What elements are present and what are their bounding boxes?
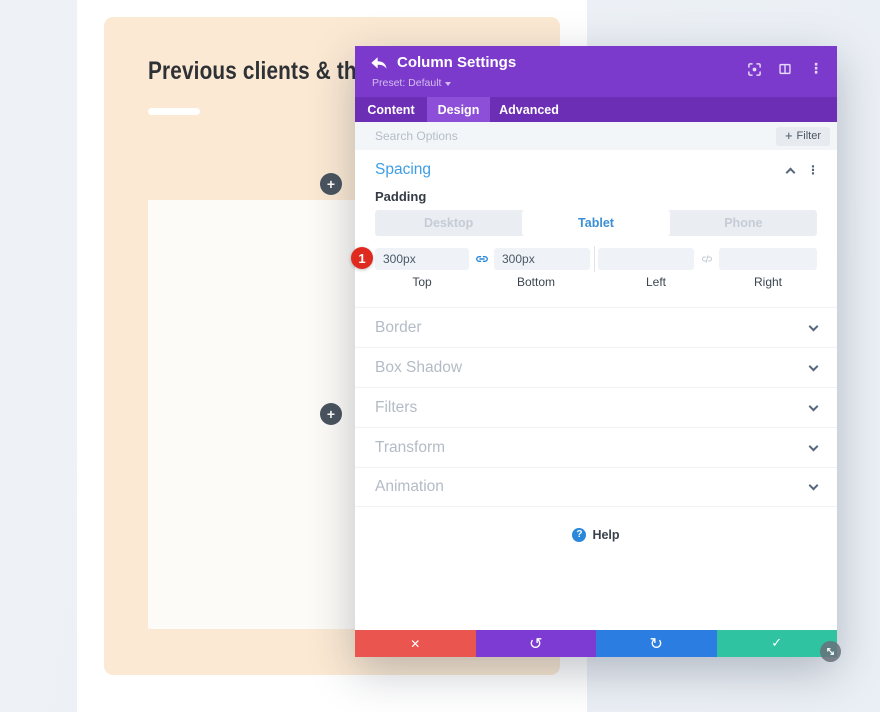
back-button[interactable]	[370, 55, 388, 71]
padding-label: Padding	[375, 189, 427, 204]
insert-module-button-top[interactable]: +	[320, 173, 342, 195]
redo-button[interactable]: ↻	[596, 630, 717, 657]
search-input[interactable]	[375, 129, 776, 143]
inputs-divider	[593, 246, 595, 272]
label-bottom: Bottom	[516, 275, 555, 289]
insert-module-button-bottom[interactable]: +	[320, 403, 342, 425]
check-icon: ✓	[771, 636, 783, 651]
step-badge-number: 1	[358, 250, 366, 266]
link-values-toggle-left-right[interactable]	[698, 253, 716, 265]
chevron-down-icon	[808, 401, 819, 411]
collapsed-sections: Border Box Shadow Filters Transform Anim…	[355, 307, 837, 507]
tab-content[interactable]: Content	[367, 102, 415, 117]
padding-left-input[interactable]	[598, 248, 694, 270]
plus-icon: +	[326, 406, 336, 422]
section-transform[interactable]: Transform	[355, 427, 837, 467]
split-view-button[interactable]	[777, 61, 793, 77]
plus-icon: +	[326, 176, 336, 192]
chevron-down-icon	[808, 480, 819, 491]
label-left: Left	[645, 275, 666, 289]
chevron-down-icon	[808, 441, 819, 451]
column-settings-modal: Column Settings Preset: Default ⋮	[355, 46, 837, 657]
modal-action-bar: ✕ ↺ ↻ ✓	[355, 630, 837, 657]
plus-icon: +	[784, 128, 793, 143]
padding-inputs-row	[355, 246, 837, 272]
preset-label: Preset: Default	[372, 77, 442, 89]
step-badge: 1	[351, 247, 373, 269]
focus-frame-icon	[747, 62, 761, 76]
chevron-up-icon[interactable]	[785, 167, 796, 177]
padding-top-input[interactable]	[375, 248, 469, 270]
link-values-toggle-top-bottom[interactable]	[473, 252, 491, 266]
section-title: Filters	[375, 398, 418, 416]
section-title: Animation	[375, 478, 444, 495]
padding-right-input[interactable]	[719, 248, 817, 270]
page-title: Previous clients & the	[148, 57, 369, 85]
resize-diagonal-icon	[827, 648, 834, 655]
search-options-row: + Filter	[355, 122, 837, 150]
section-filters[interactable]: Filters	[355, 387, 837, 427]
label-top: Top	[412, 275, 432, 289]
tab-design[interactable]: Design	[427, 97, 490, 122]
linked-chain-icon	[475, 255, 488, 263]
padding-field-labels: Top Bottom Left Right	[355, 275, 837, 289]
filter-label: Filter	[796, 130, 821, 142]
title-underline	[148, 108, 200, 115]
help-icon: ?	[572, 528, 587, 542]
chevron-down-icon	[808, 361, 819, 371]
redo-icon: ↻	[649, 633, 663, 653]
tab-advanced[interactable]: Advanced	[499, 102, 559, 117]
back-arrow-icon	[371, 57, 387, 69]
settings-tab-bar: Content Design Advanced	[355, 97, 837, 122]
device-tab-desktop[interactable]: Desktop	[424, 216, 474, 230]
section-animation[interactable]: Animation	[355, 467, 837, 507]
discard-button[interactable]: ✕	[355, 630, 476, 657]
section-title: Transform	[375, 438, 446, 456]
preset-selector[interactable]: Preset: Default	[372, 77, 452, 89]
split-columns-icon	[779, 63, 791, 75]
unlinked-chain-icon	[701, 255, 712, 263]
modal-header: Column Settings Preset: Default ⋮	[355, 46, 837, 97]
device-tab-bar: Desktop Tablet Phone	[375, 210, 817, 236]
spacing-header-controls: ⋮	[785, 163, 819, 177]
kebab-menu-icon: ⋮	[809, 61, 823, 77]
device-tab-phone[interactable]: Phone	[724, 216, 763, 230]
chevron-down-icon	[808, 321, 819, 331]
focus-mode-button[interactable]	[746, 61, 762, 77]
undo-button[interactable]: ↺	[475, 630, 596, 657]
undo-icon: ↺	[529, 633, 543, 653]
help-button[interactable]: ? Help	[355, 507, 837, 563]
save-button[interactable]: ✓	[716, 630, 837, 657]
device-tab-tablet[interactable]: Tablet	[522, 210, 670, 236]
settings-panel: Spacing ⋮ Padding Desktop Tablet Phone	[355, 150, 837, 630]
section-title: Box Shadow	[375, 358, 463, 376]
modal-menu-button[interactable]: ⋮	[808, 61, 824, 77]
padding-bottom-input[interactable]	[494, 248, 590, 270]
header-icons: ⋮	[746, 61, 824, 77]
modal-resize-handle[interactable]	[820, 641, 841, 662]
spacing-section-header: Spacing ⋮	[355, 150, 837, 190]
filter-button[interactable]: + Filter	[775, 126, 830, 146]
modal-title: Column Settings	[397, 54, 517, 71]
help-label: Help	[592, 528, 620, 542]
close-icon: ✕	[410, 636, 421, 651]
section-border[interactable]: Border	[355, 307, 837, 347]
section-box-shadow[interactable]: Box Shadow	[355, 347, 837, 387]
caret-down-icon	[445, 81, 452, 86]
spacing-section-title[interactable]: Spacing	[375, 161, 432, 178]
spacing-options-menu-icon[interactable]: ⋮	[807, 163, 819, 177]
section-title: Border	[375, 318, 422, 336]
label-right: Right	[753, 275, 782, 289]
